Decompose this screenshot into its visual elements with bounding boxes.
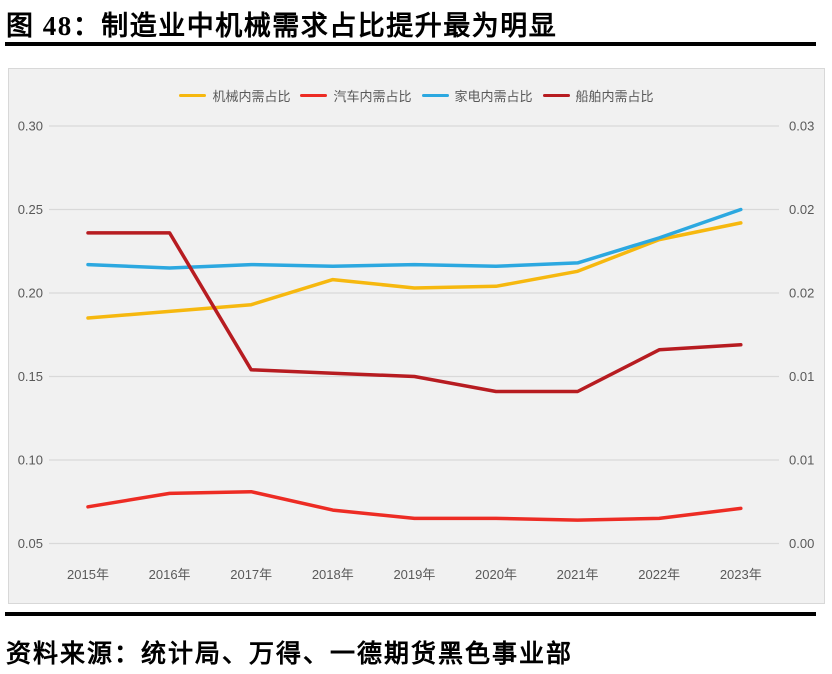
legend-label: 船舶内需占比 [575,89,654,104]
left-axis-tick-label: 0.30 [18,119,43,134]
x-axis-label: 2023年 [720,567,762,582]
line-chart: 0.30 0.03 0.25 0.02 0.20 0.02 0.15 0.01 0.10 0.01… [18,119,815,583]
figure-title: 图 48：制造业中机械需求占比提升最为明显 [6,11,558,41]
x-axis-label: 2017年 [230,567,272,582]
right-axis-tick-label: 0.01 [789,369,814,384]
x-axis-label: 2021年 [557,567,599,582]
legend-swatch-icon [421,93,449,98]
right-axis-tick-label: 0.02 [789,286,814,301]
series-line [86,489,743,522]
x-axis-label: 2018年 [312,567,354,582]
legend-label: 汽车内需占比 [333,89,412,104]
x-axis-label: 2016年 [149,567,191,582]
right-axis-tick-label: 0.00 [789,536,814,551]
left-axis-tick-label: 0.25 [18,202,43,217]
legend-swatch-icon [300,93,328,98]
x-axis-label: 2020年 [475,567,517,582]
title-divider-rule [5,42,816,46]
right-axis-tick-label: 0.02 [789,202,814,217]
series-line [86,207,743,270]
series-line [86,221,743,320]
footer-divider-rule [5,612,816,616]
right-axis-tick-label: 0.01 [789,453,814,468]
right-axis-tick-label: 0.03 [789,119,814,134]
legend-label: 家电内需占比 [454,89,533,104]
source-note: 资料来源：统计局、万得、一德期货黑色事业部 [6,641,574,668]
legend-item: 汽车内需占比 [300,86,412,105]
x-axis-label: 2022年 [638,567,680,582]
legend-swatch-icon [179,93,207,98]
left-axis-tick-label: 0.20 [18,286,43,301]
x-axis-label: 2019年 [393,567,435,582]
legend-item: 船舶内需占比 [542,86,654,105]
legend-swatch-icon [542,93,570,98]
series-line [86,231,743,394]
chart-legend: 机械内需占比 汽车内需占比 家电内需占比 船舶内需占比 [9,86,824,105]
left-axis-tick-label: 0.05 [18,536,43,551]
legend-item: 家电内需占比 [421,86,533,105]
legend-label: 机械内需占比 [212,89,291,104]
legend-item: 机械内需占比 [179,86,290,105]
left-axis-tick-label: 0.10 [18,453,43,468]
x-axis-label: 2015年 [67,567,109,582]
chart-panel: 机械内需占比 汽车内需占比 家电内需占比 船舶内需占比 0.30 0.03 0.25 0.0… [8,68,825,604]
left-axis-tick-label: 0.15 [18,369,43,384]
